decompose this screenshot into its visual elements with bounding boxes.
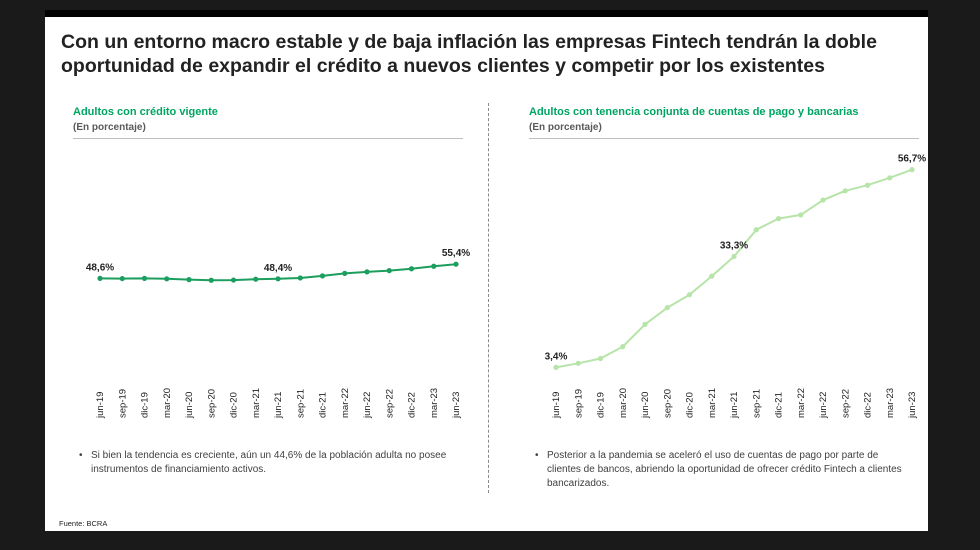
chart-credito-vigente: 48,6% 48,4% 55,4% jun-19 sep-19 dic-19 mar-20 j…	[86, 248, 470, 419]
panel-2-bullet: • Posterior a la pandemia se aceleró el …	[535, 449, 915, 509]
x-tick-label: sep-22	[840, 389, 851, 418]
data-point-dic-22	[408, 266, 415, 272]
data-point-sep-22	[386, 268, 392, 274]
data-point-jun-21	[275, 276, 281, 282]
x-tick-label: mar-22	[796, 388, 807, 418]
data-point-jun-21	[731, 253, 737, 260]
data-point-sep-20	[664, 305, 670, 311]
x-tick-label: dic-20	[685, 392, 696, 418]
x-tick-label: sep-21	[295, 389, 306, 418]
data-label: 56,7%	[898, 154, 926, 165]
data-point-jun-23	[909, 167, 915, 173]
x-tick-label: jun-22	[818, 392, 829, 419]
top-bar	[45, 10, 928, 17]
x-tick-label: mar-21	[251, 388, 262, 418]
x-tick-label: sep-21	[751, 389, 762, 418]
data-point-sep-19	[119, 275, 125, 282]
data-point-jun-20	[642, 321, 648, 327]
x-tick-label: dic-19	[596, 392, 607, 418]
x-tick-label: mar-23	[429, 388, 440, 418]
panel-2-title: Adultos con tenencia conjunta de cuentas…	[529, 106, 859, 118]
data-point-sep-22	[842, 188, 848, 194]
x-tick-label: jun-22	[362, 392, 373, 419]
x-tick-label: jun-21	[273, 392, 284, 419]
x-tick-label: sep-22	[384, 389, 395, 418]
series-line	[555, 168, 913, 369]
data-point-dic-19	[597, 355, 604, 362]
source-note: Fuente: BCRA	[59, 519, 108, 528]
data-point-mar-20	[164, 276, 170, 282]
data-point-mar-21	[709, 273, 715, 279]
x-tick-label: jun-21	[729, 392, 740, 419]
x-tick-label: jun-20	[640, 392, 651, 419]
x-tick-label: mar-21	[707, 388, 718, 418]
panel-2-subtitle: (En porcentaje)	[529, 122, 602, 133]
panel-2-bullet-text: Posterior a la pandemia se aceleró el us…	[547, 450, 902, 489]
data-point-dic-20	[230, 277, 237, 283]
data-point-dic-21	[319, 273, 326, 279]
x-tick-label: jun-19	[551, 392, 562, 419]
data-point-dic-19	[141, 275, 148, 281]
x-tick-label: jun-20	[184, 392, 195, 419]
data-point-mar-20	[620, 344, 626, 350]
panel-1-separator	[73, 138, 463, 139]
x-tick-label: jun-23	[907, 392, 918, 419]
x-tick-label: dic-21	[774, 392, 785, 418]
data-point-mar-23	[431, 263, 437, 269]
panel-divider	[488, 103, 489, 493]
slide: Con un entorno macro estable y de baja i…	[45, 10, 928, 531]
x-tick-label: dic-20	[229, 392, 240, 418]
chart-tenencia-conjunta: 3,4% 33,3% 56,7% jun-19 sep-19 dic-19 mar-20 ju…	[545, 154, 927, 419]
data-point-jun-19	[97, 275, 103, 281]
x-tick-label: mar-20	[162, 388, 173, 418]
x-tick-label: mar-20	[618, 388, 629, 418]
data-point-jun-20	[186, 277, 192, 283]
data-point-jun-19	[553, 364, 559, 370]
data-point-jun-23	[453, 261, 459, 267]
data-point-mar-22	[798, 212, 804, 218]
data-point-dic-20	[686, 292, 693, 298]
data-point-sep-20	[208, 277, 214, 283]
panel-1-title: Adultos con crédito vigente	[73, 106, 218, 118]
panel-1-subtitle: (En porcentaje)	[73, 122, 146, 133]
data-point-dic-22	[864, 182, 871, 188]
data-point-sep-21	[753, 227, 759, 233]
data-point-jun-22	[364, 269, 370, 275]
data-label: 33,3%	[720, 240, 748, 251]
data-point-mar-23	[887, 175, 893, 181]
x-tick-label: sep-19	[573, 389, 584, 418]
data-label: 3,4%	[545, 351, 568, 362]
slide-title: Con un entorno macro estable y de baja i…	[61, 31, 877, 77]
data-point-mar-21	[253, 276, 259, 282]
x-tick-label: sep-20	[662, 389, 673, 418]
x-tick-label: jun-19	[95, 392, 106, 419]
data-point-sep-19	[575, 360, 581, 366]
panel-1-bullet: • Si bien la tendencia es creciente, aún…	[79, 449, 449, 489]
data-point-jun-22	[820, 197, 826, 203]
x-tick-label: mar-22	[340, 388, 351, 418]
data-label: 55,4%	[442, 248, 470, 259]
x-tick-label: dic-22	[407, 392, 418, 418]
panel-2-separator	[529, 138, 919, 139]
panel-1-bullet-text: Si bien la tendencia es creciente, aún u…	[91, 450, 447, 475]
data-label: 48,6%	[86, 262, 114, 273]
x-tick-label: sep-20	[206, 389, 217, 418]
data-point-sep-21	[297, 275, 303, 281]
x-tick-label: jun-23	[451, 392, 462, 419]
data-point-mar-22	[342, 270, 348, 276]
x-tick-label: mar-23	[885, 388, 896, 418]
x-tick-label: sep-19	[117, 389, 128, 418]
x-tick-label: dic-21	[318, 392, 329, 418]
data-label: 48,4%	[264, 263, 292, 274]
bullet-dot: •	[535, 450, 539, 461]
x-tick-label: dic-19	[140, 392, 151, 418]
bullet-dot: •	[79, 450, 83, 461]
data-point-dic-21	[775, 216, 782, 222]
x-tick-label: dic-22	[863, 392, 874, 418]
